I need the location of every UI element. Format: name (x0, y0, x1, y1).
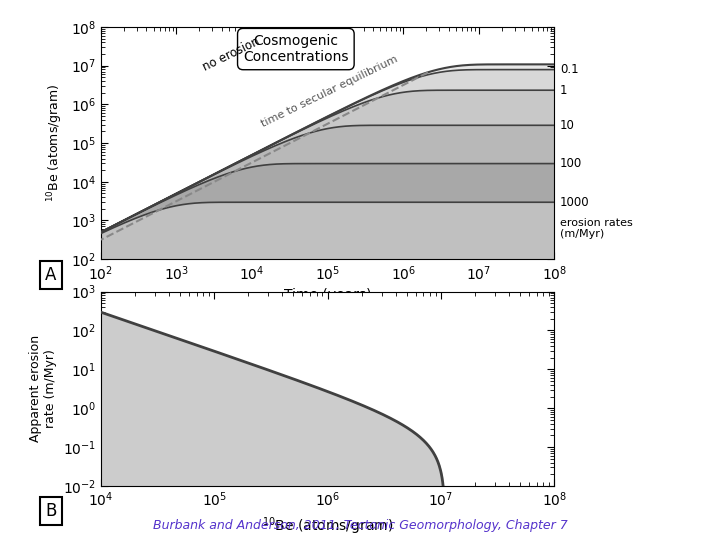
Text: A: A (45, 266, 57, 285)
Text: Cosmogenic
Concentrations: Cosmogenic Concentrations (243, 34, 348, 64)
Text: time to secular equilibrium: time to secular equilibrium (260, 54, 400, 129)
Text: Burbank and Anderson, 2011, Tectonic Geomorphology, Chapter 7: Burbank and Anderson, 2011, Tectonic Geo… (153, 519, 567, 532)
Text: erosion rates
(m/Myr): erosion rates (m/Myr) (560, 218, 633, 239)
Text: 1: 1 (560, 84, 567, 97)
Y-axis label: $^{10}$Be (atoms/gram): $^{10}$Be (atoms/gram) (45, 84, 65, 202)
Text: 0.1: 0.1 (560, 63, 579, 76)
X-axis label: $^{10}$Be (atoms/gram): $^{10}$Be (atoms/gram) (262, 515, 393, 537)
Text: no erosion: no erosion (201, 35, 261, 73)
X-axis label: Time (years): Time (years) (284, 288, 372, 302)
Text: 1000: 1000 (560, 195, 590, 209)
Text: 10: 10 (560, 119, 575, 132)
Text: B: B (45, 502, 57, 520)
Y-axis label: Apparent erosion
rate (m/Myr): Apparent erosion rate (m/Myr) (30, 335, 57, 442)
Text: 100: 100 (560, 157, 582, 170)
